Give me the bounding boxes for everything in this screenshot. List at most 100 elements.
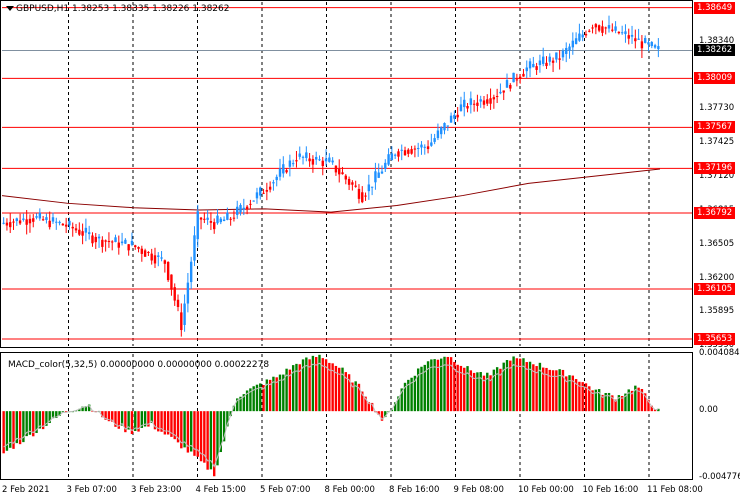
macd-bar — [153, 411, 157, 430]
bull-candle — [236, 206, 239, 215]
bull-candle — [416, 147, 420, 149]
bear-candle — [150, 253, 153, 261]
macd-bar — [634, 385, 637, 412]
bull-candle — [370, 186, 374, 188]
time-tick-label: 9 Feb 08:00 — [453, 485, 504, 495]
bear-candle — [486, 99, 489, 104]
macd-bar — [495, 367, 499, 412]
bull-candle — [384, 162, 387, 170]
bull-candle — [571, 40, 575, 48]
bull-candle — [97, 236, 101, 239]
macd-bar — [443, 356, 446, 412]
macd-bar — [236, 398, 239, 412]
macd-bar — [160, 411, 163, 432]
macd-bar — [479, 372, 482, 412]
bull-candle — [282, 164, 285, 174]
level-tag: 1.38649 — [694, 1, 736, 14]
bear-candle — [489, 98, 492, 104]
macd-bar — [84, 406, 88, 412]
bear-candle — [61, 223, 65, 226]
chart-title: GBPUSD,H1 1.38253 1.38335 1.38226 1.3826… — [16, 4, 230, 14]
bear-candle — [321, 160, 324, 167]
collapse-arrow-icon[interactable] — [6, 6, 14, 11]
bull-candle — [446, 125, 449, 127]
macd-bar — [489, 375, 492, 412]
bear-candle — [311, 159, 315, 165]
macd-bar — [107, 411, 111, 422]
macd-bar — [288, 369, 292, 412]
macd-bar — [28, 411, 32, 435]
macd-bar — [242, 394, 246, 412]
bull-candle — [331, 160, 334, 163]
bull-candle — [469, 98, 473, 105]
macd-bar — [124, 411, 127, 433]
bear-candle — [403, 150, 407, 156]
macd-bar — [515, 358, 519, 412]
bull-candle — [124, 239, 127, 244]
macd-bar — [364, 396, 367, 412]
bear-candle — [262, 192, 265, 194]
bear-candle — [229, 218, 232, 220]
bull-candle — [657, 46, 660, 50]
bear-candle — [338, 169, 341, 175]
bull-candle — [374, 171, 377, 183]
macd-bar — [81, 406, 84, 412]
macd-bar — [456, 364, 459, 412]
macd-bar — [232, 405, 236, 412]
macd-bar — [180, 411, 183, 449]
macd-bar — [574, 379, 578, 412]
bull-candle — [87, 232, 91, 235]
macd-bar — [259, 383, 262, 412]
bull-candle — [453, 114, 456, 119]
macd-panel[interactable] — [0, 352, 693, 480]
bull-candle — [512, 72, 515, 83]
bull-candle — [555, 52, 558, 60]
price-tick-label: 1.37120 — [699, 170, 735, 181]
macd-bar — [459, 365, 463, 412]
time-tick-label: 5 Feb 07:00 — [260, 485, 311, 495]
macd-bar — [25, 411, 28, 437]
macd-bar — [492, 369, 496, 412]
macd-bar — [18, 411, 22, 445]
bull-candle — [607, 25, 611, 29]
macd-bar — [45, 411, 48, 426]
bear-candle — [308, 158, 311, 162]
macd-bar — [193, 411, 196, 456]
bull-candle — [443, 123, 446, 131]
bear-candle — [482, 100, 486, 105]
macd-bar — [117, 411, 120, 429]
bull-candle — [548, 56, 551, 62]
macd-bar — [101, 411, 104, 418]
bear-candle — [249, 203, 252, 205]
macd-bar — [278, 374, 282, 412]
bull-candle — [532, 63, 535, 68]
macd-bar — [532, 364, 535, 412]
macd-bar — [403, 382, 407, 412]
bear-candle — [78, 229, 81, 235]
time-tick-label: 11 Feb 08:00 — [647, 485, 703, 495]
bear-candle — [143, 250, 147, 257]
bull-candle — [272, 182, 275, 184]
bull-candle — [219, 218, 222, 223]
macd-bar — [518, 358, 522, 412]
level-tag: 1.35653 — [694, 333, 736, 346]
macd-bar — [548, 369, 551, 412]
bull-candle — [565, 47, 568, 54]
macd-bar — [2, 411, 5, 454]
macd-bar — [558, 369, 561, 412]
bear-candle — [509, 84, 512, 89]
bull-candle — [242, 207, 246, 210]
macd-bar — [653, 409, 657, 412]
macd-bar — [324, 359, 328, 412]
time-tick-label: 3 Feb 23:00 — [131, 485, 182, 495]
time-tick-label: 10 Feb 00:00 — [518, 485, 574, 495]
macd-bar — [48, 411, 51, 424]
bear-candle — [173, 287, 176, 301]
bear-candle — [101, 239, 104, 247]
macd-bar — [538, 362, 542, 412]
price-panel[interactable] — [0, 0, 693, 348]
bear-candle — [351, 182, 354, 185]
macd-bar — [512, 356, 515, 412]
bull-candle — [528, 61, 532, 69]
